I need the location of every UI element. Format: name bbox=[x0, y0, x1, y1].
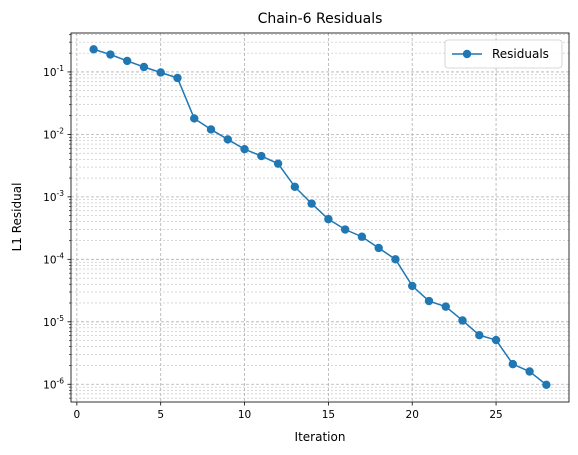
data-point bbox=[290, 182, 300, 191]
data-point bbox=[458, 316, 467, 325]
data-point bbox=[340, 225, 350, 234]
data-point bbox=[240, 144, 249, 154]
data-point bbox=[508, 359, 518, 369]
legend-label: Residuals bbox=[492, 47, 549, 61]
data-point bbox=[122, 56, 132, 66]
y-tick-label: 10-5 bbox=[43, 314, 64, 329]
y-tick-label: 10-4 bbox=[43, 251, 64, 266]
x-axis-ticks: 0 5 10 15 20 25 bbox=[74, 402, 503, 421]
legend-marker bbox=[462, 49, 472, 59]
legend: Residuals bbox=[444, 39, 563, 69]
data-point bbox=[374, 243, 383, 253]
x-tick-label: 10 bbox=[238, 409, 251, 421]
x-tick-label: 15 bbox=[322, 409, 335, 421]
data-point bbox=[257, 151, 266, 161]
x-axis-label: Iteration bbox=[295, 430, 346, 444]
grid bbox=[71, 33, 569, 402]
plot-frame bbox=[70, 32, 570, 403]
x-tick-label: 25 bbox=[489, 409, 502, 421]
data-point bbox=[475, 331, 484, 340]
data-point bbox=[307, 199, 316, 208]
data-point bbox=[357, 232, 367, 241]
y-tick-label: 10-1 bbox=[43, 64, 64, 79]
legend-box bbox=[444, 39, 563, 69]
y-tick-label: 10-3 bbox=[43, 189, 64, 204]
data-point bbox=[223, 135, 232, 144]
chart-title: Chain-6 Residuals bbox=[258, 11, 383, 27]
data-point bbox=[206, 125, 216, 134]
data-point bbox=[424, 296, 434, 306]
x-tick-label: 20 bbox=[406, 409, 419, 421]
data-point bbox=[273, 159, 283, 168]
y-axis-ticks: 10-6 10-5 10-4 10-3 10-2 10-1 bbox=[43, 34, 71, 399]
data-point bbox=[324, 214, 333, 224]
data-point bbox=[89, 45, 98, 54]
data-point bbox=[156, 68, 165, 77]
data-point bbox=[139, 62, 149, 72]
y-tick-label: 10-6 bbox=[43, 376, 64, 391]
data-point bbox=[173, 73, 182, 83]
y-axis-label: L1 Residual bbox=[10, 183, 24, 252]
data-point bbox=[542, 380, 551, 390]
data-point bbox=[391, 255, 400, 264]
x-tick-label: 0 bbox=[74, 409, 81, 421]
y-tick-label: 10-2 bbox=[43, 126, 64, 141]
x-tick-label: 5 bbox=[157, 409, 164, 421]
data-point bbox=[525, 367, 534, 376]
data-point bbox=[190, 114, 199, 123]
data-point bbox=[106, 50, 115, 59]
series-layer bbox=[89, 45, 551, 390]
series-line bbox=[93, 48, 547, 386]
data-point bbox=[441, 302, 450, 311]
data-point bbox=[491, 335, 501, 345]
data-point bbox=[408, 281, 417, 291]
